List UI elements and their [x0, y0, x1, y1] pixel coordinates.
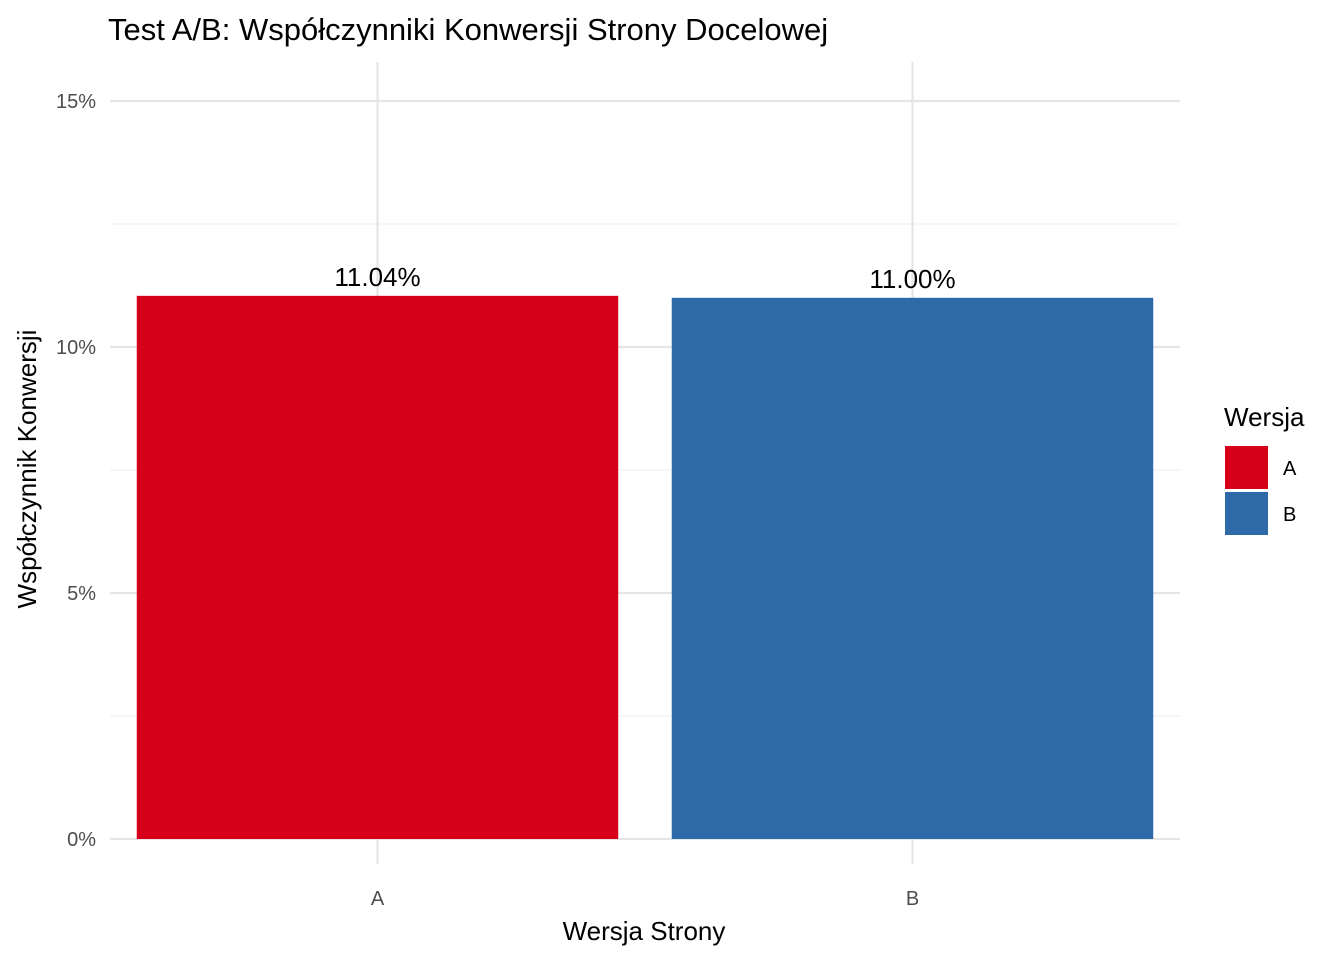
legend-items: AB [1225, 446, 1297, 535]
data-label-a: 11.04% [334, 262, 420, 292]
y-tick-label: 10% [56, 337, 96, 359]
bar-b [671, 297, 1154, 839]
y-tick-label: 5% [67, 583, 96, 605]
x-axis-title: Wersja Strony [563, 916, 726, 946]
legend-label-a: A [1283, 458, 1297, 480]
legend: Wersja AB [1224, 402, 1305, 535]
bars [136, 295, 1154, 839]
data-labels: 11.04% 11.00% [334, 262, 955, 294]
x-tick-label: A [371, 888, 385, 910]
y-tick-label: 0% [67, 829, 96, 851]
y-tick-label: 15% [56, 91, 96, 113]
bar-a [136, 295, 619, 839]
legend-swatch-a [1225, 446, 1268, 489]
data-label-b: 11.00% [869, 264, 955, 294]
y-axis-title: Współczynnik Konwersji [12, 330, 42, 609]
chart-title: Test A/B: Współczynniki Konwersji Strony… [108, 12, 828, 47]
legend-title: Wersja [1224, 402, 1305, 432]
y-axis-ticks: 0% 5% 10% 15% [56, 91, 96, 851]
legend-label-b: B [1283, 504, 1296, 526]
x-tick-label: B [906, 888, 919, 910]
legend-swatch-b [1225, 492, 1268, 535]
